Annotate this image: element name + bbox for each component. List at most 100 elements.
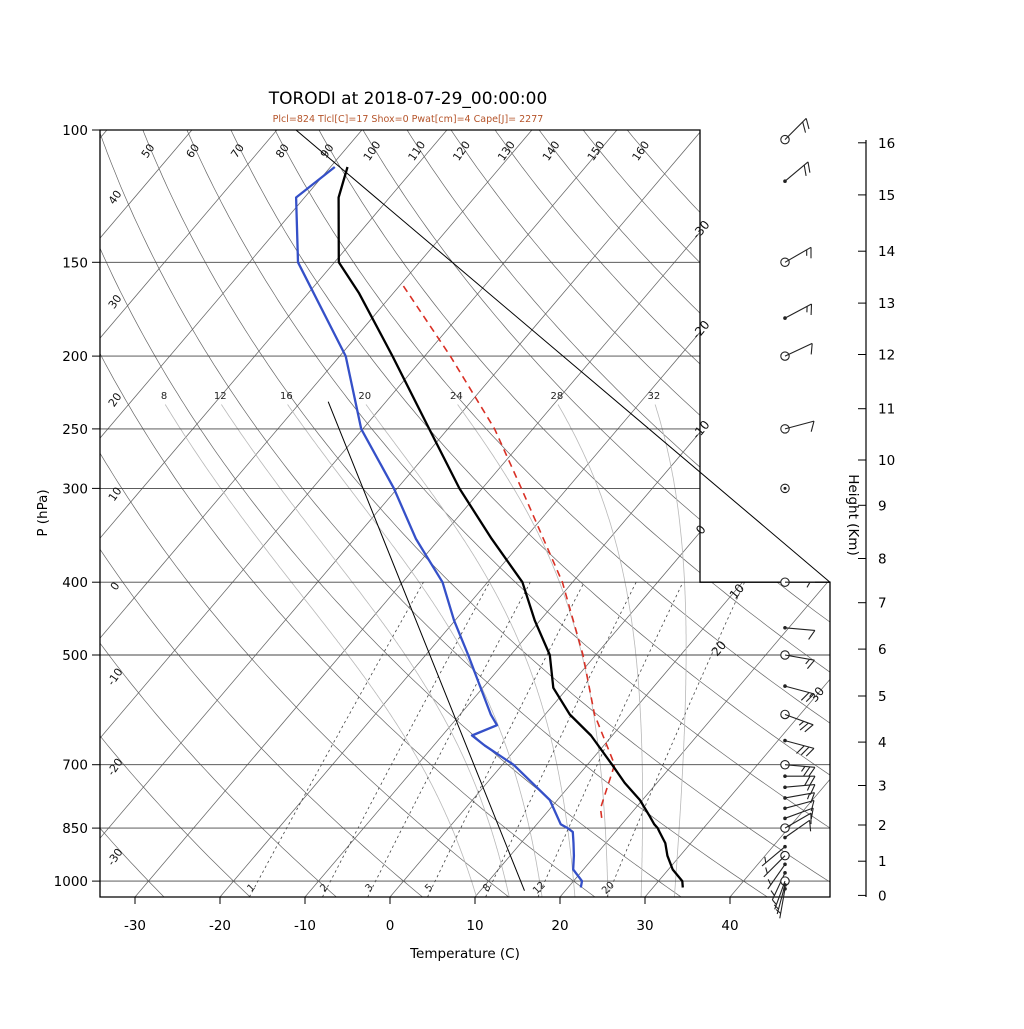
svg-text:100: 100 (62, 123, 88, 139)
svg-text:1: 1 (878, 854, 887, 870)
wind-barb-staff (785, 686, 814, 694)
svg-text:-10: -10 (689, 418, 712, 442)
isotherm-line (135, 130, 787, 897)
dry-adiabat-line (626, 128, 1024, 897)
page-title: TORODI at 2018-07-29_00:00:00 (268, 89, 548, 109)
svg-text:200: 200 (62, 349, 88, 365)
svg-text:20: 20 (709, 638, 730, 659)
moist-adiabat-line (458, 405, 608, 898)
isotherm-line (50, 130, 702, 897)
dry-adiabat-line (98, 128, 767, 897)
svg-text:13: 13 (878, 296, 895, 312)
wind-barb-full (803, 122, 806, 133)
svg-text:28: 28 (550, 391, 563, 402)
dry-adiabat-line (538, 128, 1024, 897)
dry-adiabat-line (582, 128, 1024, 897)
svg-text:120: 120 (450, 139, 473, 164)
svg-text:80: 80 (273, 142, 292, 161)
wind-barb-half (807, 582, 810, 587)
isotherm-line (0, 130, 532, 897)
dry-adiabat-line (186, 128, 940, 897)
wind-barb-half (768, 879, 771, 884)
plot-outline (100, 130, 830, 897)
svg-text:1: 1 (246, 882, 258, 894)
dry-adiabat-line (450, 128, 1024, 897)
wind-level-circle (781, 710, 789, 718)
svg-text:700: 700 (62, 758, 88, 774)
svg-text:-10: -10 (294, 918, 316, 934)
mixing-ratio-line (322, 582, 489, 897)
mixing-ratio-line (428, 582, 585, 897)
wind-barb-half (773, 900, 777, 905)
svg-text:16: 16 (280, 391, 293, 402)
temperature-axis-title: Temperature (C) (409, 946, 520, 962)
isotherm-line (645, 130, 1024, 897)
wind-barb-full (806, 118, 809, 129)
pressure-axis-title: P (hPa) (35, 489, 51, 536)
svg-text:30: 30 (807, 684, 828, 705)
wind-barb-full (809, 630, 815, 639)
svg-text:8: 8 (161, 391, 167, 402)
svg-text:40: 40 (721, 918, 738, 934)
wind-barb-staff (785, 343, 812, 356)
svg-text:0: 0 (108, 580, 123, 593)
svg-text:-20: -20 (105, 756, 126, 778)
svg-text:20: 20 (600, 880, 617, 897)
wind-barb-half (808, 794, 810, 800)
svg-text:10: 10 (466, 918, 483, 934)
isotherm-line (0, 130, 362, 897)
parcel-curve (402, 283, 615, 818)
dry-adiabat-line (0, 128, 423, 897)
wind-barb-full (804, 767, 810, 776)
wind-barb-full (810, 820, 811, 831)
wind-barb-half (806, 659, 810, 664)
svg-text:15: 15 (878, 188, 895, 204)
dry-adiabat-line (230, 128, 1024, 897)
wind-barb-staff (768, 864, 785, 889)
svg-text:8: 8 (878, 552, 887, 568)
svg-text:12: 12 (214, 391, 227, 402)
isotherm-line (220, 130, 872, 897)
wind-barb-staff (785, 162, 808, 181)
dry-adiabat-line (0, 128, 164, 897)
svg-text:20: 20 (358, 391, 371, 402)
wind-barb-full (805, 776, 811, 786)
isotherm-line (0, 130, 22, 897)
isotherm-line (0, 130, 192, 897)
svg-text:30: 30 (636, 918, 653, 934)
svg-text:110: 110 (406, 139, 429, 164)
wind-barb-half (771, 891, 774, 896)
isotherm-line (0, 130, 617, 897)
svg-text:500: 500 (62, 648, 88, 664)
isotherm-line (390, 130, 1024, 897)
svg-text:12: 12 (878, 347, 895, 363)
svg-text:140: 140 (540, 139, 563, 164)
wind-barb-staff (785, 793, 815, 798)
svg-text:11: 11 (878, 402, 895, 418)
wind-barb-full (811, 343, 812, 354)
calm-wind-dot (784, 487, 787, 490)
svg-text:3: 3 (878, 779, 887, 795)
svg-text:150: 150 (585, 139, 608, 164)
svg-text:20: 20 (551, 918, 568, 934)
isotherm-line (560, 130, 1024, 897)
svg-text:3: 3 (364, 882, 376, 894)
svg-text:2: 2 (878, 818, 887, 834)
height-axis-title: Height (Km) (845, 474, 861, 555)
dry-adiabat-line (0, 128, 509, 897)
mixing-ratio-line (368, 582, 531, 897)
dry-adiabat-line (274, 128, 1024, 897)
wind-barb-staff (785, 813, 811, 828)
wind-barb-staff (764, 856, 785, 877)
svg-text:4: 4 (878, 735, 887, 751)
svg-text:1000: 1000 (54, 874, 88, 890)
wind-barb-staff (785, 421, 814, 429)
svg-text:160: 160 (630, 139, 653, 164)
isotherm-line (730, 130, 1024, 897)
svg-text:10: 10 (727, 581, 748, 602)
wind-barb-full (811, 421, 814, 432)
svg-text:90: 90 (318, 142, 337, 161)
svg-text:-30: -30 (124, 918, 146, 934)
